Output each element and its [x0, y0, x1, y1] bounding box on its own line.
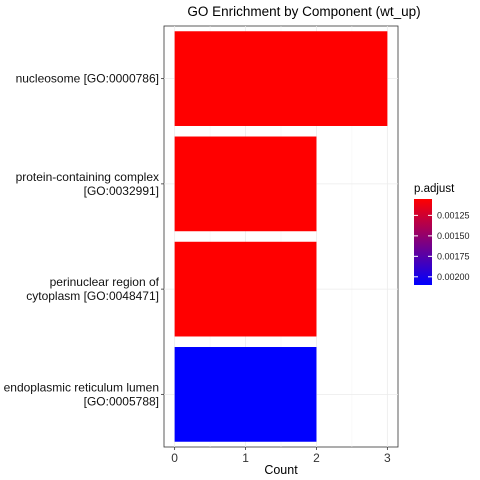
x-tick-label: 1: [242, 451, 249, 465]
x-tick-label: 3: [384, 451, 391, 465]
legend-tick-label: 0.00175: [437, 251, 470, 261]
legend-tick-label: 0.00150: [437, 231, 470, 241]
bars: [174, 31, 388, 442]
y-tick-labels: nucleosome [GO:0000786] protein-containin…: [4, 72, 164, 408]
x-tick-label: 0: [171, 451, 178, 465]
y-tick-label: perinuclear region of cytoplasm [GO:00484…: [26, 275, 159, 303]
legend-tick-label: 0.00200: [437, 272, 470, 282]
x-axis-label: Count: [264, 463, 298, 477]
x-tick-label: 2: [313, 451, 320, 465]
y-tick-label: nucleosome [GO:0000786]: [16, 72, 159, 86]
bar: [174, 347, 317, 442]
color-legend: p.adjust 0.00125 0.00150 0.00175 0.00200: [414, 183, 470, 285]
y-tick-label: protein-containing complex [GO:0032991]: [16, 170, 159, 198]
legend-color-bar: [414, 199, 432, 285]
bar: [174, 136, 317, 232]
legend-ticks: 0.00125 0.00150 0.00175 0.00200: [414, 210, 470, 282]
legend-title: p.adjust: [414, 183, 455, 195]
chart-title: GO Enrichment by Component (wt_up): [187, 4, 420, 19]
bar: [174, 31, 388, 126]
legend-tick-label: 0.00125: [437, 210, 470, 220]
x-tick-labels: 0 1 2 3: [171, 447, 391, 465]
y-tick-label: endoplasmic reticulum lumen [GO:0005788]: [4, 380, 159, 408]
bar: [174, 241, 317, 337]
